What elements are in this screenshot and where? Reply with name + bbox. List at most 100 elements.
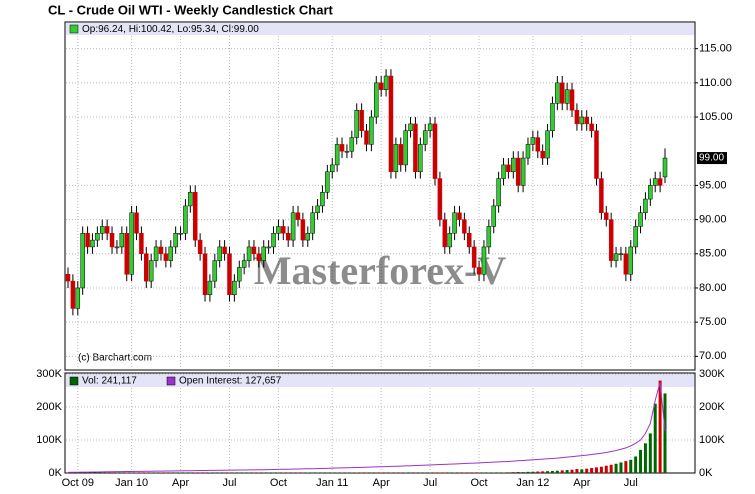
- volume-bar: [379, 472, 383, 474]
- volume-bar: [369, 472, 373, 474]
- volume-bar: [374, 472, 378, 474]
- candle-body: [427, 123, 433, 131]
- candle-body: [594, 130, 599, 179]
- candle-body: [608, 219, 614, 261]
- volume-bar: [663, 393, 667, 473]
- volume-bar: [286, 472, 290, 474]
- volume-legend-strip: [66, 374, 694, 387]
- candle-body: [237, 267, 242, 282]
- candle-body: [320, 191, 325, 207]
- volume-bar: [389, 472, 393, 474]
- candle-body: [540, 150, 545, 159]
- volume-bar: [477, 472, 481, 474]
- volume-bar: [272, 472, 276, 474]
- volume-bar: [541, 471, 545, 473]
- x-tick-label: Jan 12: [516, 477, 549, 489]
- candle-body: [129, 212, 134, 275]
- candle-body: [369, 116, 374, 145]
- volume-legend: Vol: 241,117: [82, 376, 137, 387]
- volume-bar: [169, 472, 173, 474]
- candle-body: [413, 123, 418, 172]
- volume-bar: [291, 472, 295, 474]
- last-price-box: [697, 152, 727, 165]
- volume-bar: [394, 472, 398, 474]
- candle-body: [119, 233, 125, 248]
- candle-body: [388, 75, 394, 172]
- volume-bar: [492, 472, 496, 474]
- volume-bar: [100, 472, 104, 474]
- volume-bar: [90, 472, 94, 474]
- candle-body: [104, 226, 110, 234]
- volume-bar: [86, 472, 90, 474]
- candle-body: [305, 233, 311, 241]
- candle-body: [481, 246, 487, 275]
- volume-bar: [174, 472, 178, 474]
- volume-bar: [531, 471, 535, 473]
- x-tick-label: Apr: [172, 477, 189, 489]
- candle-body: [139, 233, 144, 255]
- y-tick-label: 90.00: [699, 213, 727, 225]
- candle-body: [100, 226, 105, 234]
- candle-body: [579, 116, 585, 125]
- candle-body: [217, 246, 222, 261]
- volume-bar: [276, 472, 280, 474]
- volume-bar: [223, 472, 227, 474]
- candle-body: [535, 137, 541, 152]
- candle-body: [374, 82, 379, 118]
- volume-bar: [409, 472, 413, 474]
- volume-bar: [423, 472, 427, 474]
- candle-body: [153, 246, 159, 261]
- volume-bar: [296, 472, 300, 474]
- candle-body: [476, 267, 482, 275]
- candle-body: [232, 280, 237, 296]
- candle-body: [183, 205, 188, 234]
- volume-bar: [619, 462, 623, 473]
- candle-body: [75, 287, 81, 309]
- volume-bar: [516, 472, 520, 473]
- x-tick-label: Oct: [270, 477, 287, 489]
- candle-body: [95, 233, 100, 241]
- volume-bar: [203, 472, 207, 474]
- volume-bar: [350, 472, 354, 474]
- candle-body: [604, 212, 609, 220]
- candle-body: [192, 191, 198, 241]
- volume-bar: [648, 433, 652, 473]
- chart-title: CL - Crude Oil WTI - Weekly Candlestick …: [48, 2, 334, 17]
- candle-body: [422, 130, 428, 145]
- y-tick-label: 200K: [36, 401, 62, 413]
- candle-body: [124, 233, 129, 275]
- volume-bar: [193, 472, 197, 474]
- x-tick-label: Jul: [222, 477, 236, 489]
- candle-body: [334, 144, 340, 166]
- volume-bar: [565, 470, 569, 473]
- candle-body: [574, 109, 580, 125]
- candle-body: [329, 164, 335, 172]
- candle-body: [633, 226, 638, 248]
- candle-body: [354, 109, 359, 138]
- last-price-label: 99.00: [699, 153, 724, 164]
- volume-bar: [511, 472, 515, 473]
- volume-bar: [546, 471, 550, 473]
- volume-bar: [467, 472, 471, 474]
- candle-body: [447, 233, 452, 248]
- y-tick-label: 0K: [49, 467, 63, 479]
- y-tick-label: 100K: [36, 434, 62, 446]
- x-tick-label: Apr: [573, 477, 590, 489]
- volume-bar: [252, 472, 256, 474]
- volume-bar: [213, 472, 217, 474]
- volume-bar: [560, 470, 564, 473]
- volume-bar: [110, 472, 114, 474]
- volume-bar: [413, 472, 417, 474]
- candle-body: [148, 260, 154, 282]
- x-tick-label: Jul: [423, 477, 437, 489]
- candle-body: [559, 82, 565, 104]
- volume-bar: [71, 472, 75, 474]
- volume-bar: [95, 472, 99, 474]
- candle-body: [623, 253, 629, 275]
- volume-bar: [188, 472, 192, 474]
- volume-bar: [555, 470, 559, 473]
- source: (c) Barchart.com: [78, 353, 152, 364]
- candle-body: [545, 130, 550, 159]
- volume-bar: [428, 472, 432, 474]
